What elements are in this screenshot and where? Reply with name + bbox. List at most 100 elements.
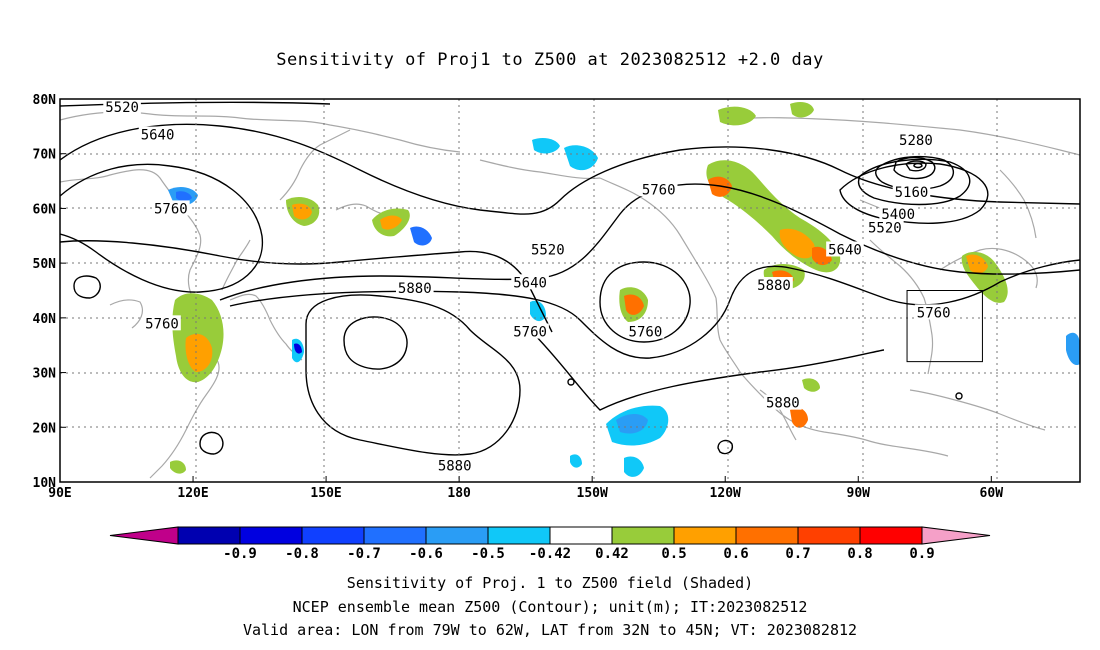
colorbar-label: 0.8	[847, 546, 872, 562]
colorbar-label: 0.5	[661, 546, 686, 562]
shade-green	[170, 460, 186, 474]
contour-label-bg	[914, 304, 953, 320]
shade-cyan	[570, 454, 582, 468]
contour-label: 5640	[513, 275, 547, 291]
contour-label: 5760	[642, 182, 676, 198]
sensitivity-shading	[168, 102, 1080, 477]
lon-tick-label: 150W	[577, 486, 608, 501]
lon-tick-label: 90E	[48, 486, 71, 501]
shade-orange	[790, 407, 808, 428]
contour-label: 5520	[531, 242, 565, 258]
colorbar-swatch	[859, 526, 923, 545]
shade-cyan	[532, 138, 560, 154]
colorbar-swatch	[239, 526, 303, 545]
colorbar-swatch	[735, 526, 799, 545]
lon-tick-label: 120E	[177, 486, 208, 501]
lon-tick-label: 180	[447, 486, 471, 501]
lat-tick-label: 70N	[33, 148, 57, 163]
lon-tick-label: 90W	[847, 486, 871, 501]
contour-label-bg	[764, 394, 802, 410]
contour-label-bg	[892, 184, 931, 200]
colorbar-label: 0.6	[723, 546, 748, 562]
shade-orange	[185, 333, 213, 372]
shade-cyan	[410, 226, 432, 246]
shade-orange	[966, 254, 988, 274]
contour-label-bg	[529, 241, 567, 257]
colorbar-label: -0.42	[529, 546, 571, 562]
shade-orange	[380, 215, 402, 230]
colorbar-swatch	[797, 526, 861, 545]
lat-tick-label: 30N	[33, 367, 57, 382]
contour-label: 5880	[438, 459, 472, 475]
contour-label: 5760	[513, 325, 547, 341]
shade-cyan	[564, 145, 598, 171]
contour-label: 5880	[398, 281, 432, 297]
contour-label-bg	[143, 315, 181, 331]
lat-tick-label: 60N	[33, 202, 57, 217]
contour-label: 5280	[899, 133, 933, 149]
lat-tick-label: 50N	[33, 257, 57, 272]
contour-label: 5160	[895, 185, 929, 201]
map-frame	[59, 98, 1081, 483]
lon-tick-label: 120W	[710, 486, 741, 501]
colorbar-label: 0.7	[785, 546, 810, 562]
caption-contour: NCEP ensemble mean Z500 (Contour); unit(…	[292, 598, 808, 616]
map-gridlines	[60, 99, 1080, 482]
contour-label: 5760	[145, 316, 179, 332]
colorbar-swatch	[673, 526, 737, 545]
coastlines	[60, 111, 1080, 479]
contour-label-bg	[639, 181, 678, 197]
colorbar-low-extend	[109, 526, 179, 545]
colorbar-label: 0.42	[595, 546, 629, 562]
contour-label-bg	[511, 323, 549, 339]
shade-blue	[176, 191, 192, 201]
contour-label: 5400	[881, 207, 915, 223]
caption-valid-area: Valid area: LON from 79W to 62W, LAT fro…	[242, 621, 858, 639]
colorbar-high-extend	[921, 526, 991, 545]
contour-label: 5520	[105, 100, 139, 116]
shade-green	[1066, 332, 1080, 366]
map-title: Sensitivity of Proj1 to Z500 at 20230825…	[276, 50, 824, 70]
shade-orange	[708, 176, 732, 197]
contour-label-bg	[626, 323, 665, 339]
shade-green	[802, 378, 820, 392]
lat-tick-label: 80N	[33, 93, 57, 108]
contour-label-bg	[755, 277, 793, 293]
contour-label: 5640	[828, 242, 862, 258]
lon-tick-label: 150E	[310, 486, 341, 501]
colorbar-label: -0.6	[409, 546, 443, 562]
lon-tick-label: 60W	[980, 486, 1004, 501]
colorbar-swatch	[363, 526, 427, 545]
contour-label: 5880	[757, 278, 791, 294]
caption-shading: Sensitivity of Proj. 1 to Z500 field (Sh…	[346, 574, 754, 592]
colorbar-swatch	[487, 526, 551, 545]
colorbar-swatch	[611, 526, 675, 545]
contour-label: 5760	[917, 305, 951, 321]
contour-label-bg	[511, 274, 549, 290]
colorbar-label: -0.5	[471, 546, 505, 562]
colorbar-swatch	[177, 526, 241, 545]
contour-label-bg	[826, 241, 864, 257]
shade-blue	[294, 343, 302, 354]
contour-label-bg	[879, 205, 917, 221]
colorbar-swatch	[425, 526, 489, 545]
shade-blue	[616, 414, 648, 434]
valid-area-box	[906, 290, 983, 363]
shade-orange	[779, 228, 815, 259]
contour-labels: 5520564057605280516054005520564057605520…	[103, 99, 953, 475]
contour-label: 5760	[154, 201, 188, 217]
shade-cyan	[530, 300, 546, 322]
lat-tick-label: 40N	[33, 312, 57, 327]
shade-orange	[624, 294, 644, 315]
colorbar-label: 0.9	[909, 546, 934, 562]
colorbar-swatch	[549, 526, 613, 545]
contour-label-bg	[152, 200, 190, 216]
contour-label: 5640	[141, 128, 175, 144]
shade-green	[790, 102, 814, 118]
contour-label-bg	[866, 219, 904, 235]
colorbar: -0.9 -0.8 -0.7 -0.6 -0.5 -0.42 0.42 0.5 0.6 0.7 0.…	[109, 526, 991, 562]
colorbar-swatch	[301, 526, 365, 545]
contour-label-bg	[103, 99, 141, 115]
